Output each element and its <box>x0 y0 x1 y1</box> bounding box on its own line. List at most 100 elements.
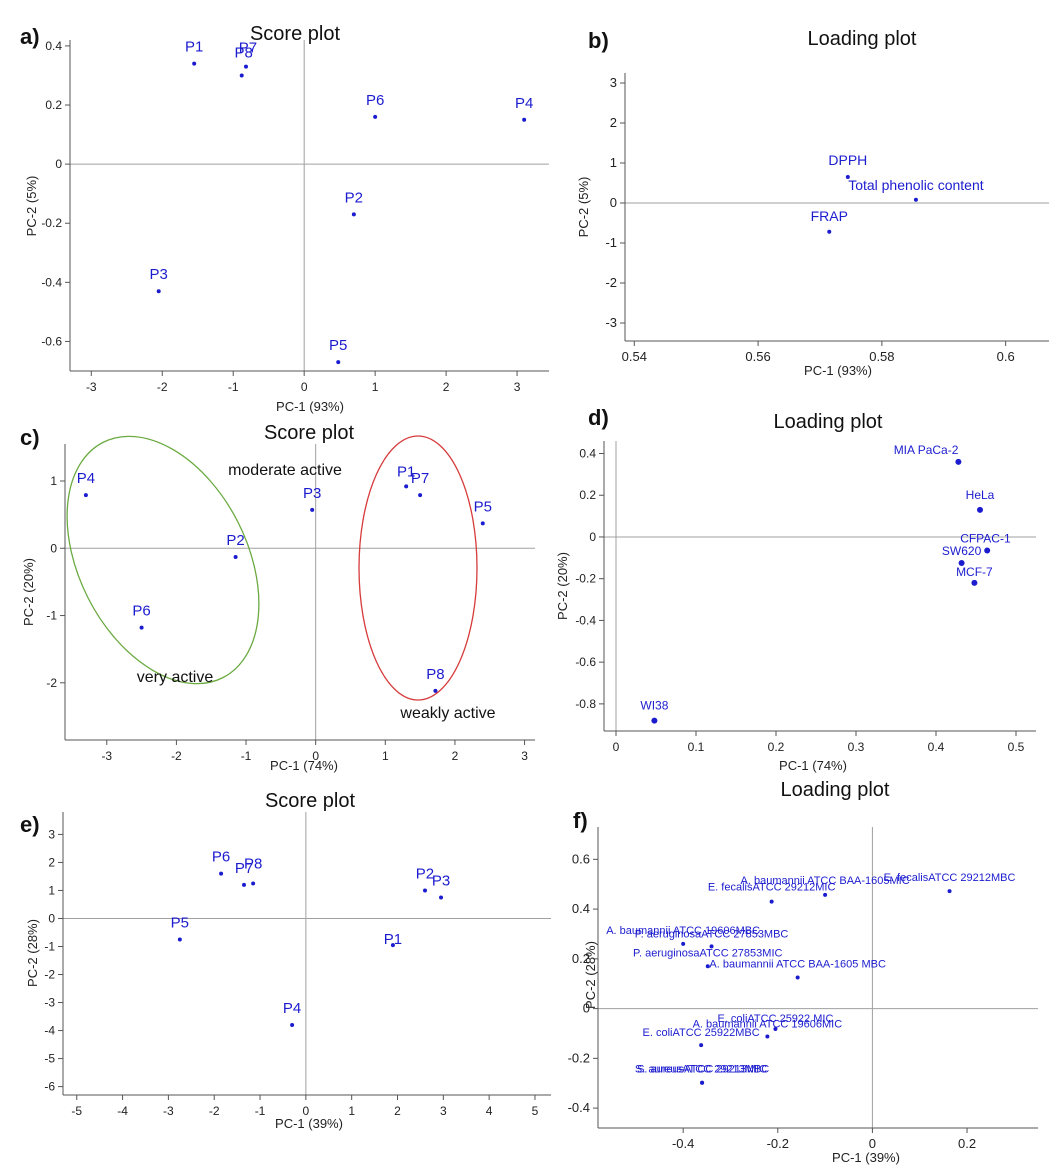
x-tick-label: -3 <box>86 380 97 394</box>
y-tick-label: -0.4 <box>568 1100 590 1115</box>
data-point-p2 <box>351 212 356 217</box>
point-label-p3: P3 <box>432 872 450 889</box>
panel-d: d) Loading plot 0 0.1 0.2 0.3 0.4 0.5 -0.8 -0.6 -0… <box>555 405 1036 773</box>
point-label-p1: P1 <box>185 39 203 56</box>
point-label-p4: P4 <box>77 470 95 487</box>
y-tick-label: 0.6 <box>572 851 590 866</box>
data-point-e-coliatcc-25922-mic <box>773 1026 778 1031</box>
y-tick-label: 0.4 <box>45 39 62 53</box>
point-label-s-aureusatcc-29213mbc: S. aureusATCC 29213MBC <box>635 1064 769 1076</box>
data-point-a-baumannii-atcc-19606mbc <box>681 941 686 946</box>
point-label-p3: P3 <box>303 485 321 502</box>
point-label-p1: P1 <box>397 463 415 480</box>
point-label-p4: P4 <box>515 95 533 112</box>
panel-label: d) <box>588 405 609 430</box>
data-point-a-baumannii-atcc-baa-1605mic <box>823 892 828 897</box>
data-point-p5 <box>336 360 341 365</box>
data-point-p2 <box>422 888 427 893</box>
y-tick-label: 3 <box>610 75 617 90</box>
chart-title: Score plot <box>265 790 355 812</box>
x-tick-label: -0.4 <box>672 1136 694 1151</box>
panel-label: e) <box>20 812 40 837</box>
point-label-e-coliatcc-25922mbc: E. coliATCC 25922MBC <box>643 1027 760 1039</box>
point-label-p6: P6 <box>366 92 384 109</box>
x-tick-label: 0 <box>301 380 308 394</box>
x-tick-label: -2 <box>171 749 182 763</box>
x-tick-label: 0.3 <box>848 740 865 754</box>
data-point-p-aeruginosaatcc-27853mic <box>705 964 710 969</box>
point-label-p5: P5 <box>329 337 347 354</box>
x-tick-label: 0.1 <box>688 740 705 754</box>
data-point-p3 <box>439 895 444 900</box>
y-tick-label: -2 <box>605 275 617 290</box>
x-axis-label: PC-1 (39%) <box>832 1150 900 1165</box>
data-point-s-aureusatcc-29213mic <box>700 1080 705 1085</box>
y-tick-label: 0 <box>55 157 62 171</box>
y-tick-label: 1 <box>50 474 57 488</box>
x-tick-label: 0 <box>312 749 319 763</box>
data-point-p6 <box>139 625 144 630</box>
x-tick-label: 3 <box>521 749 528 763</box>
y-tick-label: 0.2 <box>579 488 596 502</box>
x-tick-label: 2 <box>394 1104 401 1118</box>
x-tick-label: -5 <box>71 1104 82 1118</box>
point-label-total-phenolic-content: Total phenolic content <box>848 177 984 193</box>
panel-label: f) <box>573 808 588 833</box>
y-tick-label: -0.2 <box>568 1050 590 1065</box>
data-point-p8 <box>433 688 438 693</box>
data-point-p8 <box>251 881 256 886</box>
point-label-p4: P4 <box>283 1000 301 1017</box>
data-point-sw620 <box>958 560 965 567</box>
y-axis-label: PC-2 (5%) <box>576 177 591 238</box>
panel-b: b) Loading plot 0.54 0.56 0.58 0.6 -3 -2 -1 0 1 2 3 P… <box>576 28 1049 378</box>
point-label-a-baumannii-atcc-19606mbc: A. baumannii ATCC 19606MBC <box>606 925 760 937</box>
y-axis-label: PC-2 (28%) <box>25 919 40 987</box>
point-label-p7: P7 <box>235 860 253 877</box>
x-tick-label: 1 <box>382 749 389 763</box>
data-point-total-phenolic-content <box>913 197 918 202</box>
y-tick-label: 0 <box>610 195 617 210</box>
point-label-p8: P8 <box>244 855 262 872</box>
point-label-frap: FRAP <box>811 208 848 224</box>
data-point-p7 <box>243 64 248 69</box>
group-annotation-weakly-active: weakly active <box>399 705 495 722</box>
point-label-e-fecalisatcc-29212mbc: E. fecalisATCC 29212MBC <box>884 872 1016 884</box>
x-axis-label: PC-1 (39%) <box>275 1116 343 1131</box>
y-axis-label: PC-2 (28%) <box>583 941 598 1009</box>
point-label-p6: P6 <box>212 849 230 866</box>
y-tick-label: -4 <box>44 1024 55 1038</box>
point-label-p2: P2 <box>416 865 434 882</box>
panel-f: f) Loading plot -0.4 -0.2 0 0.2 -0.4 -0.2 0 0.2 0.… <box>568 779 1038 1165</box>
point-label-p5: P5 <box>474 498 492 515</box>
y-tick-label: -5 <box>44 1052 55 1066</box>
data-point-e-fecalisatcc-29212mbc <box>947 889 952 894</box>
data-point-a-baumannii-atcc-baa-1605-mbc <box>795 975 800 980</box>
point-label-dpph: DPPH <box>828 152 867 168</box>
y-tick-label: 0.2 <box>572 951 590 966</box>
x-tick-label: 0.2 <box>768 740 785 754</box>
group-annotation-moderate-active: moderate active <box>228 462 342 479</box>
data-point-p5 <box>177 937 182 942</box>
y-tick-label: -3 <box>44 996 55 1010</box>
point-label-p7: P7 <box>411 470 429 487</box>
x-tick-label: 4 <box>486 1104 493 1118</box>
x-tick-label: 0 <box>613 740 620 754</box>
x-tick-label: 2 <box>443 380 450 394</box>
y-tick-label: -3 <box>605 315 617 330</box>
y-tick-label: -1 <box>46 609 57 623</box>
y-tick-label: 0.4 <box>579 447 596 461</box>
y-tick-label: 0 <box>589 530 596 544</box>
panel-label: a) <box>20 24 40 49</box>
data-point-a-baumannii-atcc-19606mic <box>765 1034 770 1039</box>
y-tick-label: -2 <box>46 676 57 690</box>
data-point-p1 <box>192 61 197 66</box>
x-tick-label: -4 <box>117 1104 128 1118</box>
point-label-sw620: SW620 <box>942 544 982 558</box>
data-point-wi38 <box>651 717 658 724</box>
x-tick-label: -2 <box>157 380 168 394</box>
data-point-p4 <box>522 117 527 122</box>
data-point-p4 <box>83 493 88 498</box>
point-label-e-coliatcc-25922-mic: E. coliATCC 25922 MIC <box>717 1013 833 1025</box>
x-tick-label: 1 <box>348 1104 355 1118</box>
point-label-p8: P8 <box>235 44 253 61</box>
